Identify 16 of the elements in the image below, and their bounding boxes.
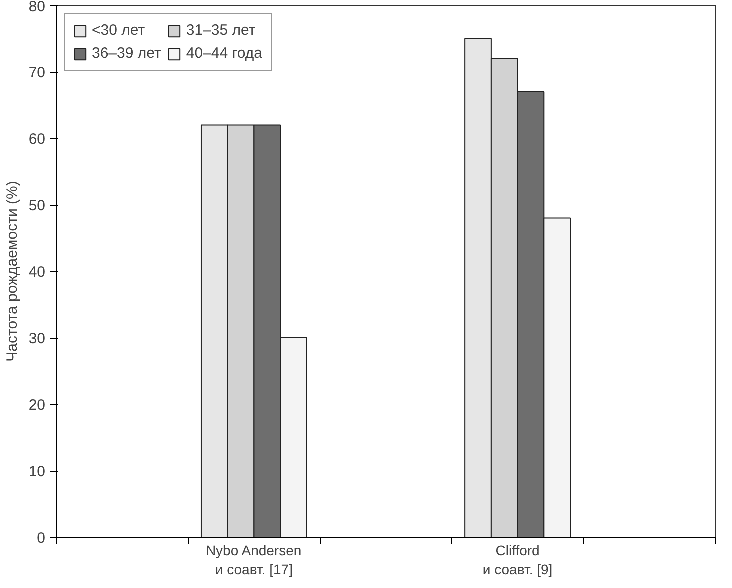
y-tick-label: 70: [28, 64, 46, 82]
y-tick-label: 30: [28, 330, 46, 348]
y-tick-label: 80: [28, 0, 46, 16]
legend-label: 36–39 лет: [92, 45, 162, 62]
y-axis-title: Частота рождаемости (%): [4, 181, 21, 362]
y-tick-label: 60: [28, 131, 46, 148]
y-tick-label: 20: [28, 397, 46, 414]
y-tick-label: 10: [28, 464, 46, 480]
y-tick-label: 40: [28, 264, 46, 281]
legend-label: 31–35 лет: [186, 22, 256, 39]
legend-label: <30 лет: [92, 22, 146, 39]
legend-label: 40–44 года: [186, 45, 262, 62]
y-tick-label: 50: [28, 198, 46, 214]
x-tick-label: Nybo Andersen и соавт. [17]: [206, 542, 302, 578]
x-tick-label: Clifford и соавт. [9]: [482, 542, 553, 578]
y-tick-label: 0: [37, 530, 46, 547]
